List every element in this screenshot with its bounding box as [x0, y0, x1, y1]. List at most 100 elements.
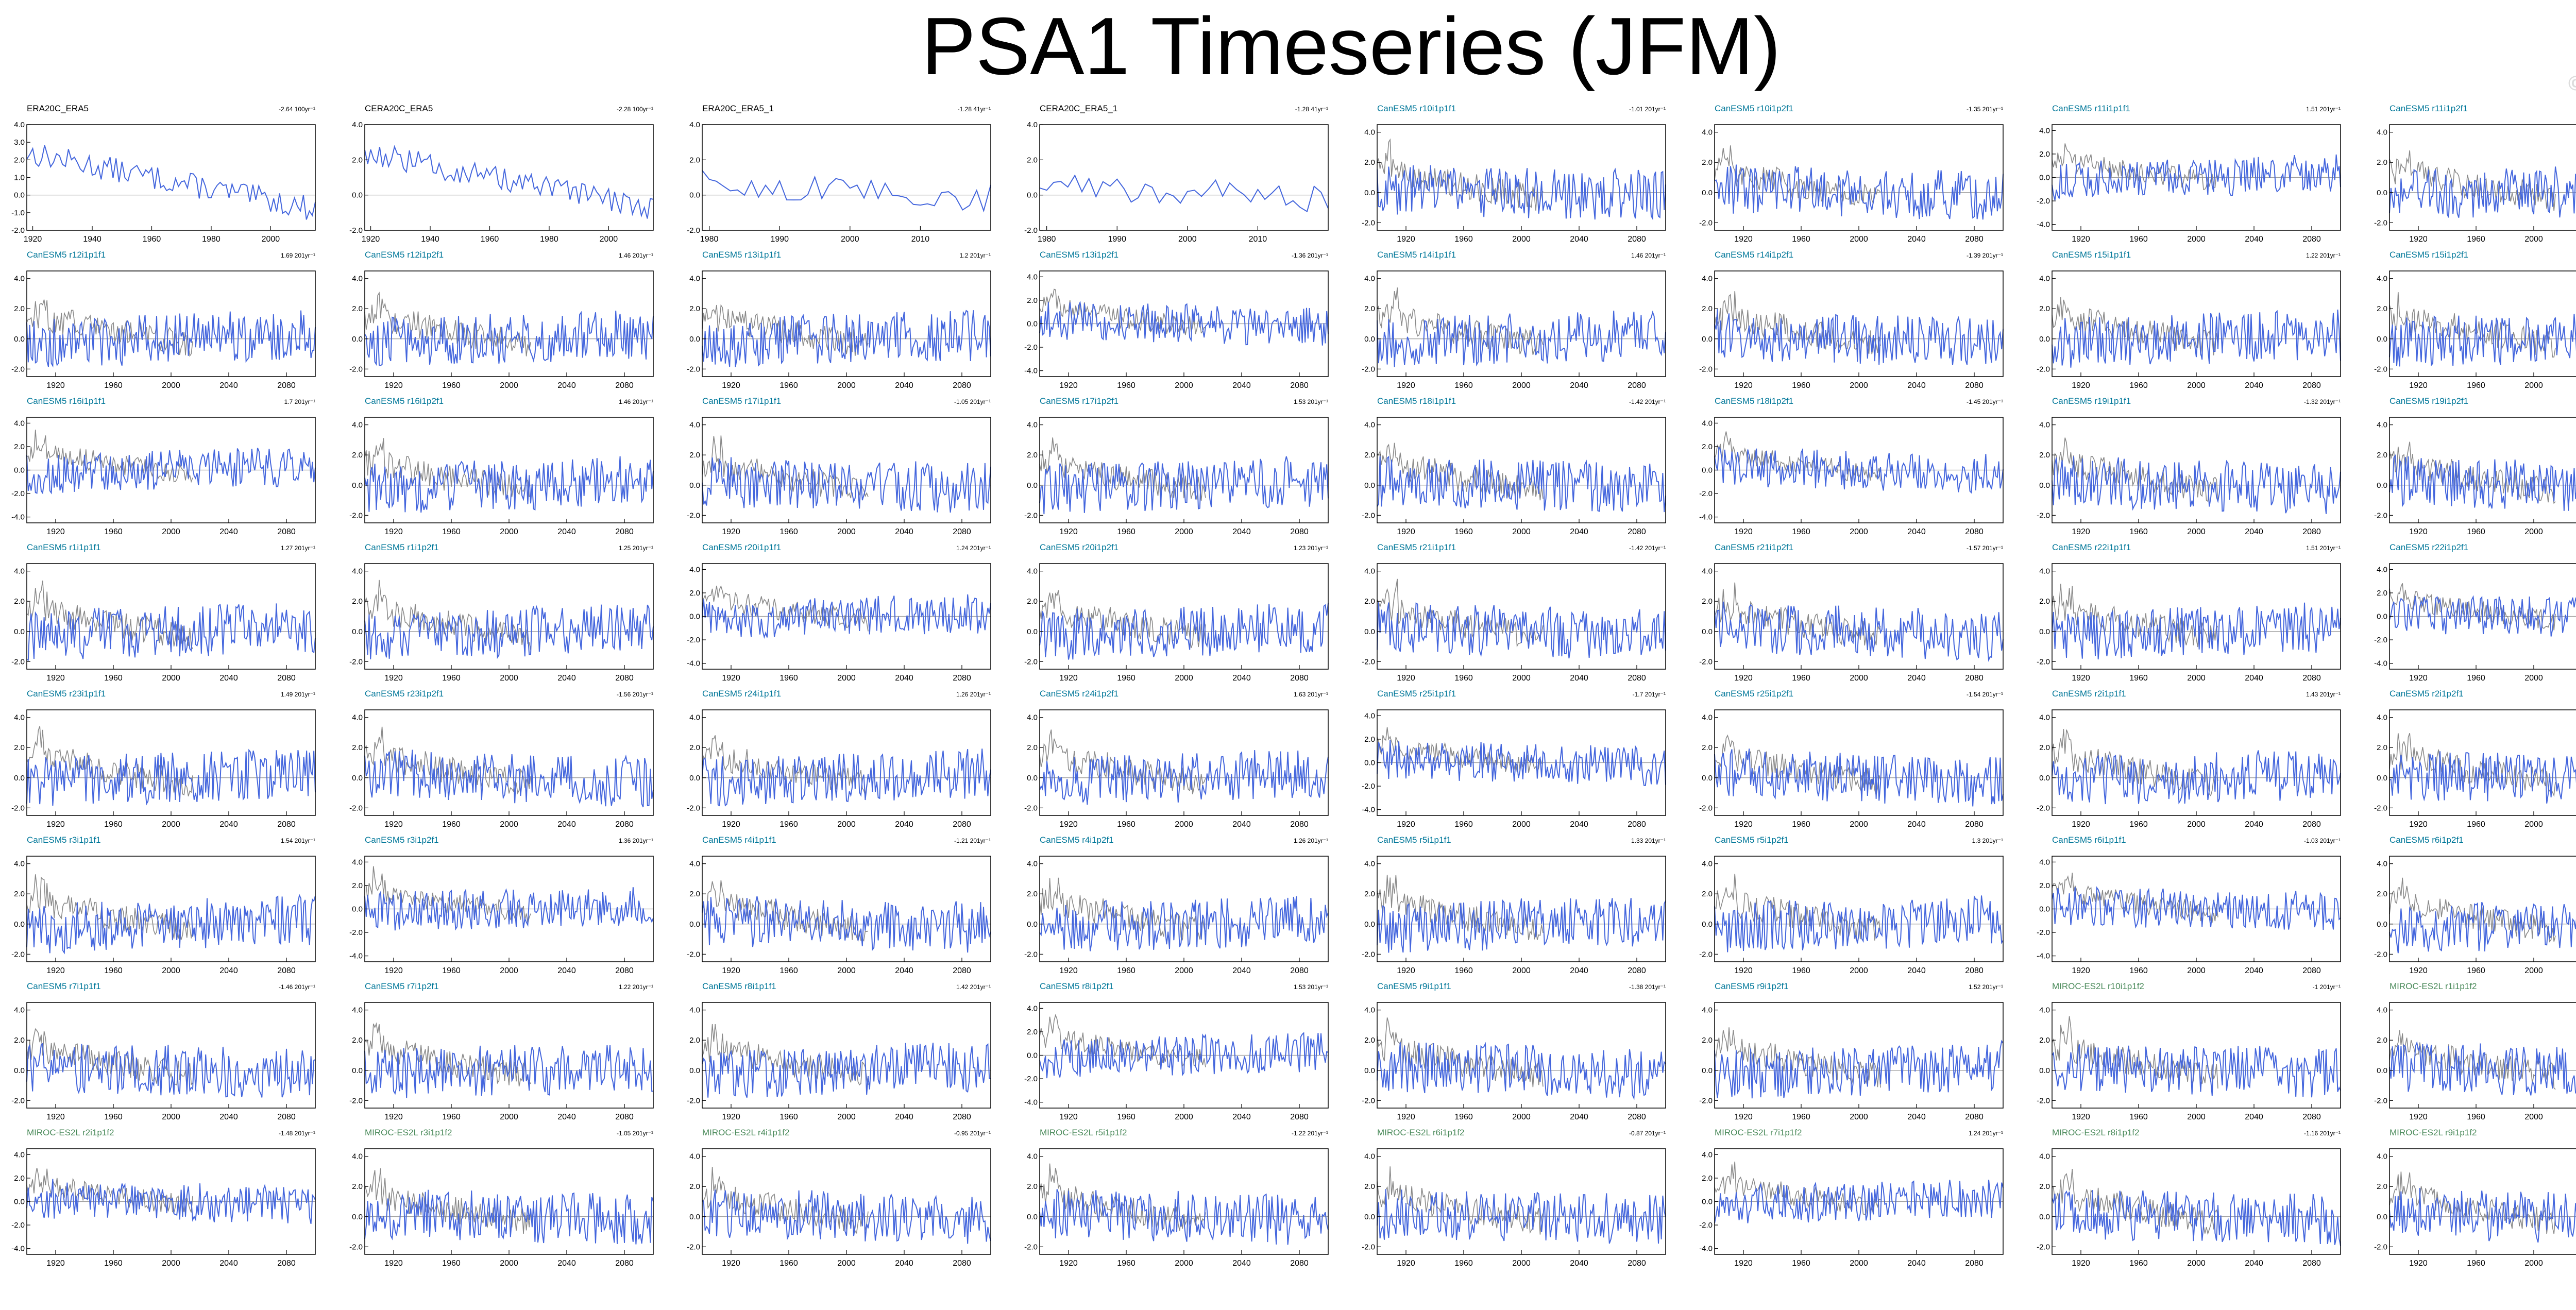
x-tick-label: 2040 [219, 820, 238, 829]
y-tick-label: -2.0 [349, 657, 363, 666]
x-tick-label: 1920 [1397, 674, 1415, 683]
y-tick-label: 0.0 [689, 1066, 700, 1075]
x-tick-label: 2080 [1965, 1259, 1984, 1268]
y-tick-label: 2.0 [689, 589, 700, 598]
y-tick-label: 4.0 [2039, 275, 2050, 283]
panel-title: CanESM5 r9i1p2f1 [1715, 981, 1789, 991]
x-tick-label: 1920 [1059, 820, 1078, 829]
y-tick-label: 0.0 [1027, 627, 1038, 636]
trend-label: 1.7 201yr⁻¹ [284, 398, 315, 405]
x-tick-label: 2000 [2187, 820, 2206, 829]
x-tick-label: 1920 [46, 528, 65, 536]
x-tick-label: 1960 [1792, 528, 1810, 536]
x-tick-label: 1920 [1397, 966, 1415, 975]
y-tick-label: 2.0 [2039, 1036, 2050, 1045]
x-tick-label: 1960 [1117, 966, 1136, 975]
observed-series-line [1714, 874, 1881, 941]
panel-chart: CanESM5 r8i1p1f1 1.42 201yr⁻¹ 4.0 2.0 0.0 -2.… [687, 981, 991, 1121]
y-tick-label: 4.0 [352, 858, 363, 866]
y-tick-label: -2.0 [1024, 804, 1038, 812]
y-tick-label: -2.0 [11, 226, 25, 235]
panel-chart: CanESM5 r12i1p2f1 1.46 201yr⁻¹ 4.0 2.0 0.0 -2… [349, 250, 654, 390]
x-tick-label: 2040 [1570, 966, 1588, 975]
x-tick-label: 2000 [1512, 674, 1531, 683]
panel-chart: CanESM5 r22i1p2f1-1.41 201yr⁻¹4.02.00.0-… [2374, 542, 2576, 683]
panel-chart: CanESM5 r7i1p2f1 1.22 201yr⁻¹ 4.0 2.0 0.0 -2.… [349, 981, 654, 1121]
series-line [702, 1043, 991, 1098]
y-tick-label: 0.0 [1027, 920, 1038, 929]
panel-title: CanESM5 r9i1p1f1 [1377, 981, 1451, 991]
y-tick-label: 2.0 [14, 597, 25, 606]
y-tick-label: 2.0 [689, 743, 700, 752]
plot-frame [2052, 709, 2341, 816]
y-tick-label: 2.0 [2377, 1036, 2387, 1045]
y-tick-label: 0.0 [2377, 613, 2387, 621]
trend-label: -1.01 201yr⁻¹ [1629, 106, 1666, 113]
y-tick-label: -2.0 [11, 657, 25, 666]
x-tick-label: 1960 [1454, 235, 1473, 244]
y-tick-label: 4.0 [2377, 275, 2387, 283]
series-line [1039, 603, 1329, 660]
y-tick-label: 4.0 [14, 1006, 25, 1015]
timeseries-panel: CanESM5 r9i1p2f1 1.52 201yr⁻¹ 4.0 2.0 0.0 -2.… [1699, 981, 2043, 1129]
series-line [26, 748, 316, 806]
trend-label: -1.22 201yr⁻¹ [1292, 1130, 1328, 1137]
x-tick-label: 1920 [46, 1113, 65, 1121]
y-tick-label: -2.0 [2374, 1243, 2387, 1251]
timeseries-panel: CanESM5 r16i1p2f1 1.46 201yr⁻¹ 4.0 2.0 0.0 -2… [349, 396, 693, 544]
x-tick-label: 2040 [2245, 966, 2263, 975]
panel-title: CanESM5 r22i1p2f1 [2389, 542, 2468, 552]
y-tick-label: 2.0 [352, 1036, 363, 1045]
x-tick-label: 2040 [1907, 820, 1926, 829]
y-tick-label: 4.0 [1702, 1006, 1713, 1015]
series-line [1377, 740, 1666, 786]
timeseries-panel: MIROC-ES2L r4i1p1f2 -0.95 201yr⁻¹ 4.0 2.0 0.… [687, 1128, 1030, 1275]
observed-series-line [364, 1168, 531, 1234]
panel-title: CanESM5 r20i1p2f1 [1040, 542, 1118, 552]
y-tick-label: 2.0 [352, 1182, 363, 1191]
y-tick-label: 2.0 [1027, 451, 1038, 460]
x-tick-label: 2000 [1175, 674, 1193, 683]
y-tick-label: 2.0 [1364, 890, 1375, 898]
timeseries-panel: CanESM5 r22i1p2f1-1.41 201yr⁻¹4.02.00.0-… [2374, 542, 2576, 690]
observed-series-line [2052, 437, 2218, 502]
panel-title: CanESM5 r6i1p2f1 [2389, 835, 2464, 845]
x-tick-label: 2040 [1232, 1259, 1251, 1268]
y-tick-label: 4.0 [689, 713, 700, 722]
panel-chart: MIROC-ES2L r4i1p1f2 -0.95 201yr⁻¹ 4.0 2.0 0.… [687, 1128, 991, 1268]
observed-series-line [2052, 1168, 2218, 1235]
x-tick-label: 1920 [2409, 381, 2428, 390]
x-tick-label: 2080 [1965, 381, 1984, 390]
y-tick-label: -2.0 [1024, 226, 1038, 235]
x-tick-label: 2000 [500, 966, 518, 975]
y-tick-label: 4.0 [1702, 567, 1713, 576]
y-tick-label: 4.0 [689, 275, 700, 283]
x-tick-label: 2000 [1175, 1113, 1193, 1121]
y-tick-label: -2.0 [687, 511, 700, 520]
y-tick-label: 2.0 [352, 881, 363, 890]
panel-chart: CanESM5 r10i1p1f1 -1.01 201yr⁻¹ 4.0 2.0 0.0 -… [1362, 104, 1666, 244]
y-tick-label: 0.0 [1364, 1213, 1375, 1221]
x-tick-label: 1980 [202, 235, 221, 244]
timeseries-panel: CanESM5 r11i1p1f1 1.51 201yr⁻¹ 4.0 2.0 0.0 -2… [2037, 104, 2380, 251]
series-line [702, 1189, 991, 1244]
y-tick-label: 0.0 [2039, 1213, 2050, 1221]
series-line [702, 310, 991, 367]
y-tick-label: 0.0 [1702, 1066, 1713, 1075]
panel-chart: CanESM5 r21i1p1f1 -1.42 201yr⁻¹ 4.0 2.0 0.0 -… [1362, 542, 1666, 683]
series-line [1039, 1189, 1329, 1245]
y-tick-label: -2.0 [1699, 950, 1713, 959]
x-tick-label: 1920 [1059, 674, 1078, 683]
x-tick-label: 1920 [2072, 1113, 2090, 1121]
x-tick-label: 2000 [500, 674, 518, 683]
panel-title: CanESM5 r21i1p2f1 [1715, 542, 1793, 552]
series-line [1714, 446, 2004, 494]
y-tick-label: 2.0 [1702, 890, 1713, 898]
x-tick-label: 2000 [2524, 381, 2543, 390]
x-tick-label: 2080 [2302, 235, 2321, 244]
y-tick-label: 3.0 [14, 138, 25, 147]
x-tick-label: 1940 [421, 235, 439, 244]
y-tick-label: -2.0 [687, 636, 700, 644]
observed-series-line [2052, 297, 2218, 355]
x-tick-label: 2040 [219, 1259, 238, 1268]
